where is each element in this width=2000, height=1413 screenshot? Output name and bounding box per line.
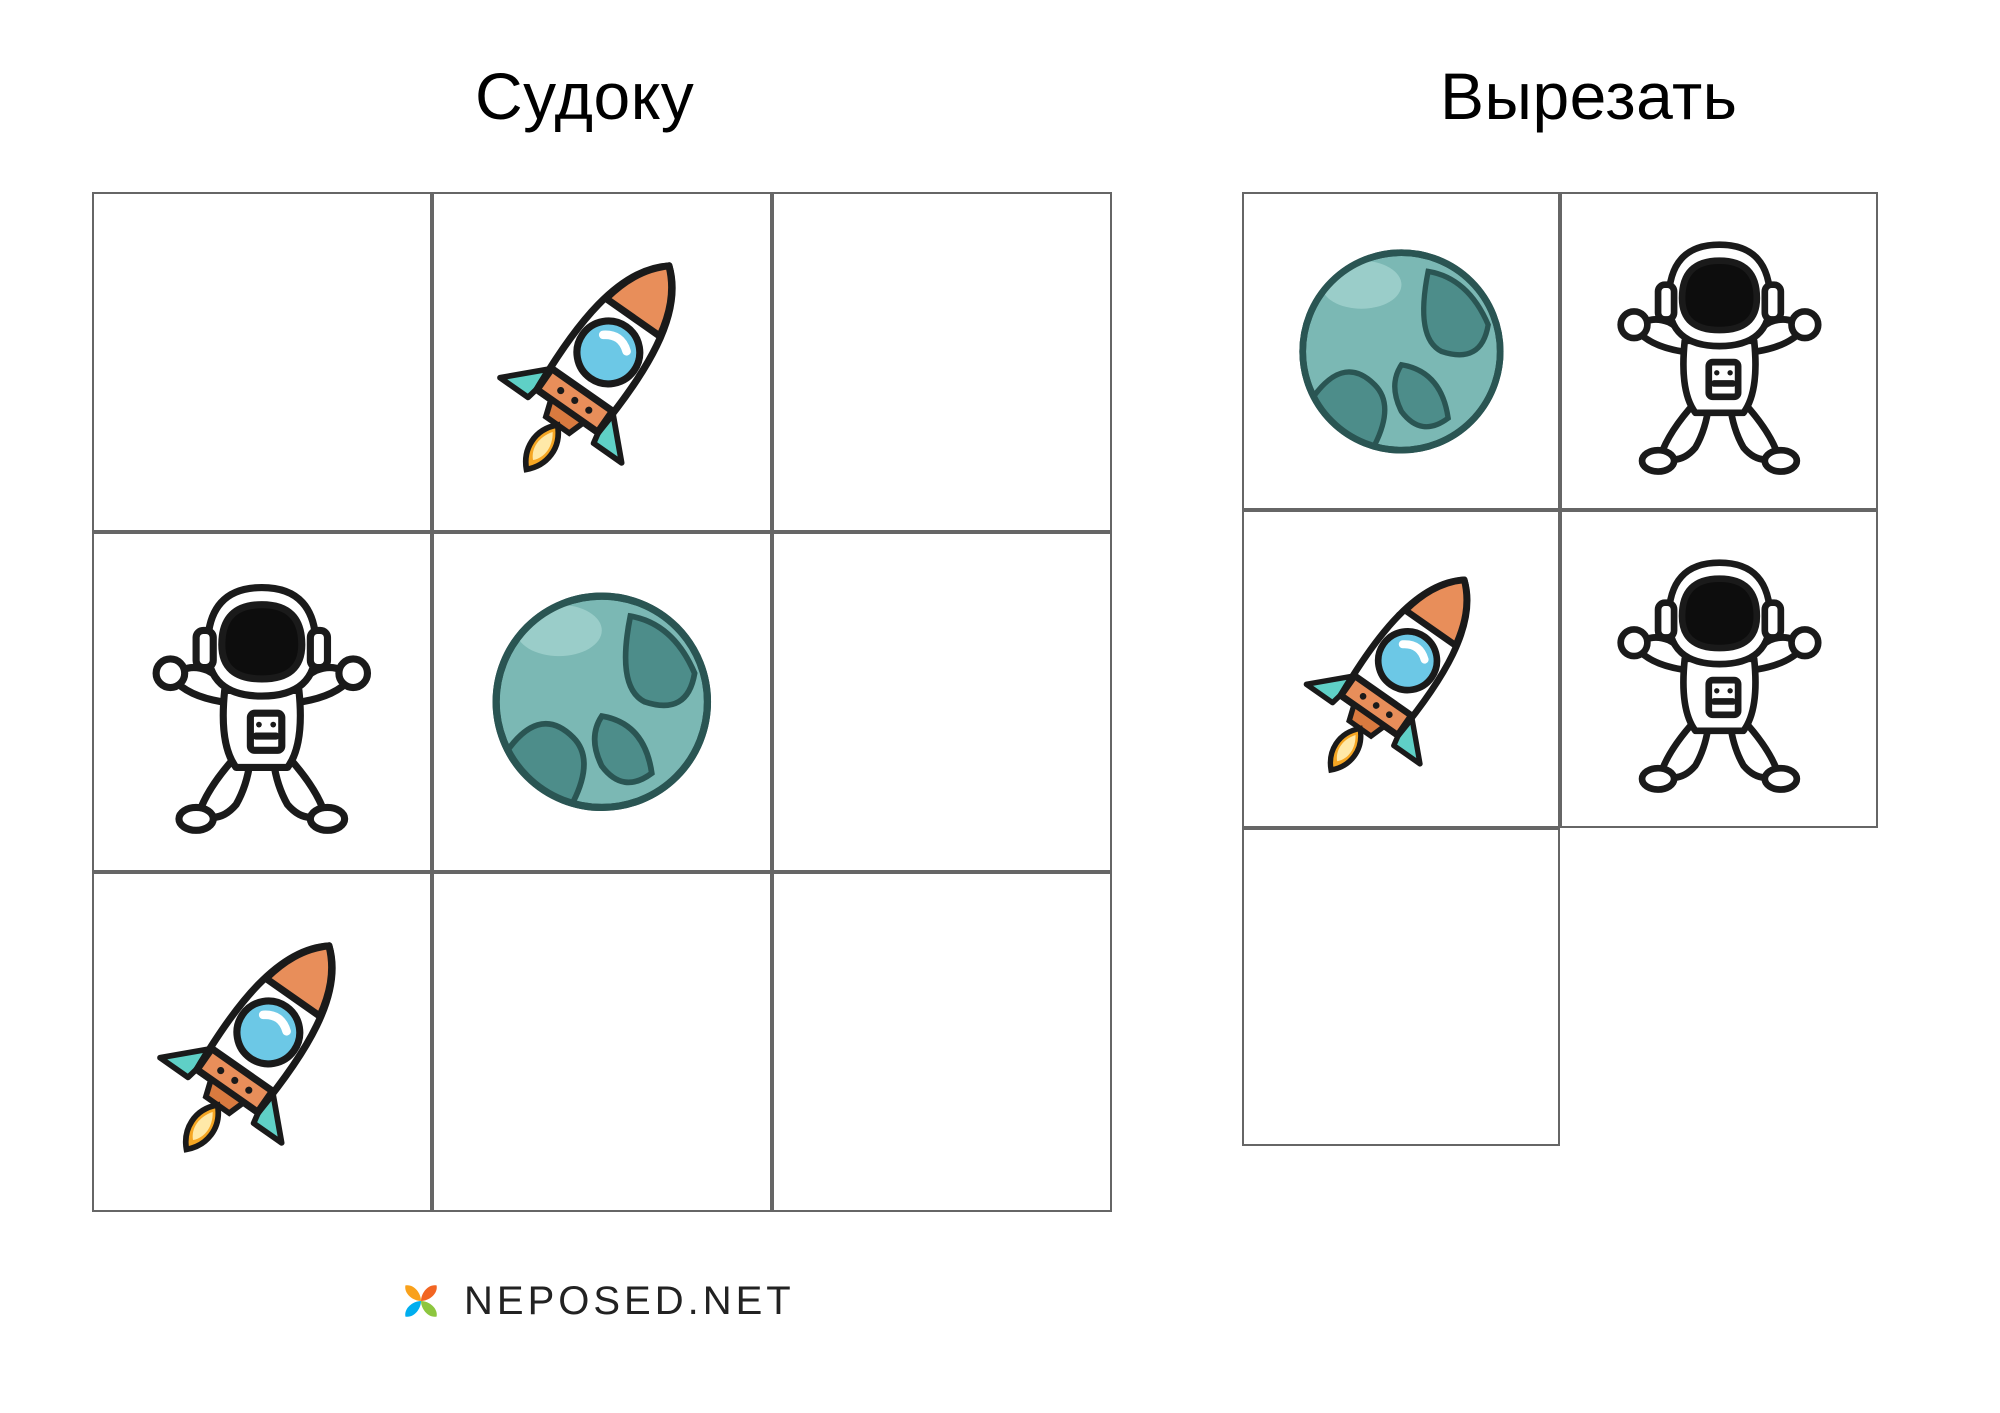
sudoku-cell — [92, 872, 432, 1212]
sudoku-cell — [432, 532, 772, 872]
sudoku-cell — [92, 192, 432, 532]
footer: NEPOSED.NET — [392, 1272, 795, 1330]
sudoku-grid — [92, 192, 1112, 1212]
planet-icon — [1268, 218, 1535, 485]
logo-icon — [392, 1272, 450, 1330]
astronaut-icon — [1586, 218, 1853, 485]
rocket-icon — [459, 219, 745, 505]
cutout-cell — [1242, 828, 1560, 1146]
rocket-icon — [1268, 536, 1535, 803]
astronaut-icon — [119, 559, 405, 845]
cutout-grid — [1242, 192, 1878, 1146]
astronaut-icon — [1586, 536, 1853, 803]
sudoku-cell — [772, 192, 1112, 532]
rocket-icon — [119, 899, 405, 1185]
footer-text: NEPOSED.NET — [464, 1279, 795, 1324]
cutout-cell — [1560, 192, 1878, 510]
worksheet-page: Судоку Вырезать NEPOSED.NET — [0, 0, 2000, 1413]
cutout-cell — [1242, 510, 1560, 828]
sudoku-cell — [772, 872, 1112, 1212]
sudoku-cell — [432, 872, 772, 1212]
planet-icon — [459, 559, 745, 845]
sudoku-cell — [432, 192, 772, 532]
cutout-spacer — [1560, 828, 1878, 1146]
sudoku-cell — [92, 532, 432, 872]
cutout-cell — [1242, 192, 1560, 510]
sudoku-title: Судоку — [475, 58, 694, 134]
cutout-cell — [1560, 510, 1878, 828]
sudoku-cell — [772, 532, 1112, 872]
cutout-title: Вырезать — [1440, 58, 1738, 134]
